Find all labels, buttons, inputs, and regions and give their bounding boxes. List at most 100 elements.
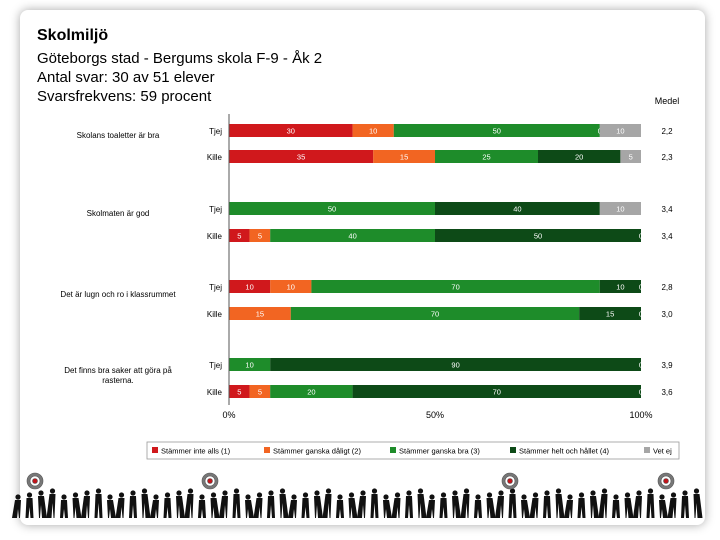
bar-segment [435,202,600,215]
mean-value: 3,0 [661,310,673,319]
group-label: Tjej [209,205,222,214]
bar-segment [270,229,435,242]
legend-label: Stämmer inte alls (1) [161,447,231,456]
bar-value-label: 5 [629,153,633,162]
legend-label: Stämmer helt och hållet (4) [519,447,610,456]
legend-label: Vet ej [653,447,672,456]
bar-segment [599,124,641,137]
question-label: Det finns bra saker att göra på rasterna. [64,366,172,385]
bar-segment [435,150,538,163]
bar-segment [229,229,250,242]
bar-value-label: 15 [400,153,408,162]
bar-value-label: 25 [482,153,490,162]
bar-segment [373,150,435,163]
bar-segment [229,385,250,398]
bar-segment [270,280,312,293]
bar-segment [229,124,353,137]
bar-segment [229,280,271,293]
bar-value-label: 10 [616,127,624,136]
bar-value-label: 40 [513,205,521,214]
x-tick-label: 100% [629,410,652,420]
bar-value-label: 35 [297,153,305,162]
legend-label: Stämmer ganska bra (3) [399,447,480,456]
legend-swatch [390,447,396,453]
mean-value: 2,8 [661,283,673,292]
x-tick-label: 0% [222,410,235,420]
mean-value: 3,4 [661,232,673,241]
bar-segment [249,229,271,242]
legend-swatch [644,447,650,453]
bar-value-label: 70 [451,283,459,292]
bar-value-label: 90 [451,361,459,370]
mean-value: 3,6 [661,388,673,397]
legend-label: Stämmer ganska dåligt (2) [273,447,361,456]
bar-value-label: 5 [237,232,241,241]
bar-segment [435,229,641,242]
group-label: Kille [207,232,223,241]
bar-value-label: 10 [287,283,295,292]
x-tick-label: 50% [426,410,444,420]
bar-segment [599,280,641,293]
group-label: Kille [207,310,223,319]
legend-box [146,441,680,460]
group-label: Kille [207,388,223,397]
bar-value-label: 15 [256,310,264,319]
bar-value-label: 10 [245,283,253,292]
mean-value: 3,9 [661,361,673,370]
question-label: Skolans toaletter är bra [77,131,160,140]
question-label: Skolmaten är god [87,209,150,218]
bar-segment [393,124,600,137]
bar-segment [270,358,641,371]
bar-value-label: 15 [606,310,614,319]
question-label: Det är lugn och ro i klassrummet [60,290,176,299]
mean-value: 3,4 [661,205,673,214]
legend-swatch [510,447,516,453]
bar-segment [352,385,641,398]
page-title: Skolmiljö [37,27,109,44]
bar-value-label: 50 [493,127,501,136]
bar-value-label: 40 [348,232,356,241]
bar-value-label: 5 [258,232,262,241]
group-label: Kille [207,153,223,162]
legend-swatch [264,447,270,453]
response-count: Antal svar: 30 av 51 elever [37,69,215,86]
bar-value-label: 70 [493,388,501,397]
bar-value-label: 0 [639,310,643,319]
bar-value-label: 10 [245,361,253,370]
bar-segment [352,124,394,137]
bar-value-label: 5 [237,388,241,397]
bar-value-label: 50 [534,232,542,241]
bar-value-label: 0 [639,361,643,370]
bar-segment [229,202,435,215]
bar-value-label: 10 [369,127,377,136]
bar-value-label: 50 [328,205,336,214]
group-label: Tjej [209,127,222,136]
bar-segment [229,307,291,320]
bar-segment [620,150,641,163]
response-rate: Svarsfrekvens: 59 procent [37,88,212,105]
bar-value-label: 10 [616,283,624,292]
legend-swatch [152,447,158,453]
bar-value-label: 0 [639,388,643,397]
bar-segment [229,150,374,163]
bar-segment [229,358,271,371]
mean-header: Medel [655,96,680,106]
bar-segment [270,385,353,398]
bar-segment [538,150,621,163]
subtitle: Göteborgs stad - Bergums skola F-9 - Åk … [37,50,323,67]
bar-value-label: 30 [287,127,295,136]
bar-value-label: 20 [307,388,315,397]
bar-segment [311,280,600,293]
bar-value-label: 0 [639,283,643,292]
bar-value-label: 70 [431,310,439,319]
bar-value-label: 5 [258,388,262,397]
bar-segment [579,307,641,320]
group-label: Tjej [209,361,222,370]
bar-segment [599,202,641,215]
mean-value: 2,2 [661,127,673,136]
group-label: Tjej [209,283,222,292]
bar-value-label: 10 [616,205,624,214]
bar-segment [290,307,580,320]
bar-segment [249,385,271,398]
